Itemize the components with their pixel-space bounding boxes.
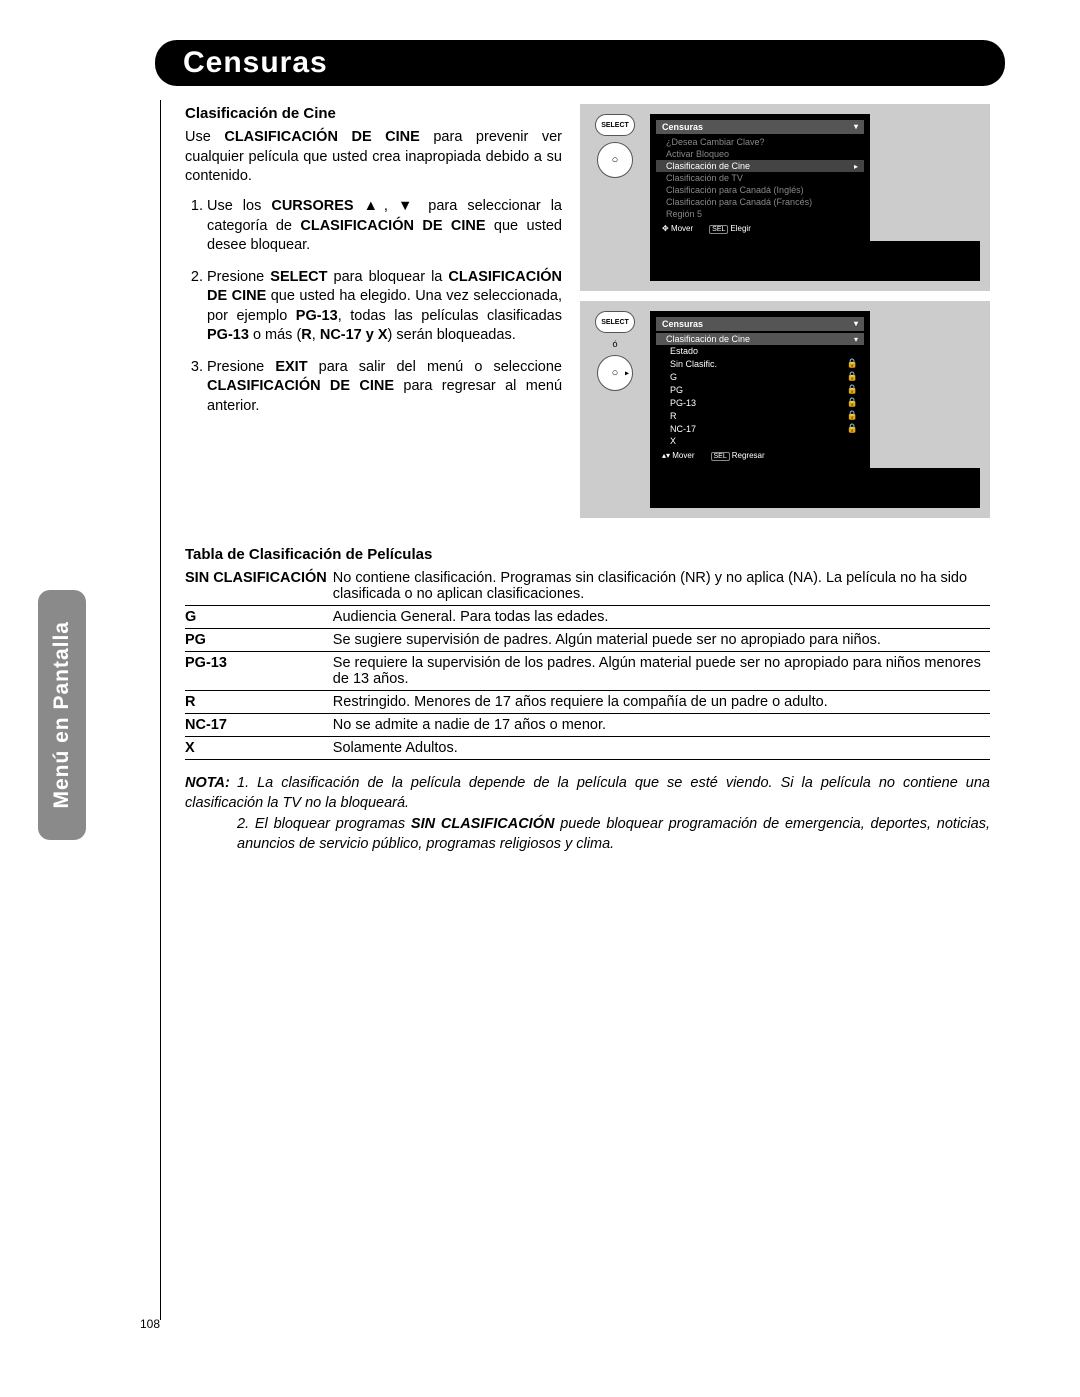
steps-list: Use los CURSORES ▲, ▼ para seleccionar l… <box>207 197 562 417</box>
osd-menu-2: Censuras▾ Clasificación de Cine▾ Estado … <box>650 311 870 468</box>
table-heading: Tabla de Clasificación de Películas <box>185 546 990 563</box>
intro-paragraph: Use CLASIFICACIÓN DE CINE para prevenir … <box>185 128 562 187</box>
step-1: Use los CURSORES ▲, ▼ para seleccionar l… <box>207 197 562 256</box>
page-content: Censuras Clasificación de Cine Use CLASI… <box>155 40 1005 856</box>
cursor-button-icon: ○ <box>597 142 633 178</box>
cursor-button-icon: ○▸ <box>597 355 633 391</box>
select-button-icon: SELECT <box>595 311 635 333</box>
section-heading: Clasificación de Cine <box>185 104 562 124</box>
select-button-icon: SELECT <box>595 114 635 136</box>
header-bar: Censuras <box>155 40 1005 86</box>
osd-menu-1: Censuras▾ ¿Desea Cambiar Clave? Activar … <box>650 114 870 241</box>
figure-osd-2: SELECT ó ○▸ Censuras▾ Clasificación de C… <box>580 301 990 518</box>
table-row: PGSe sugiere supervisión de padres. Algú… <box>185 629 990 652</box>
table-row: NC-17No se admite a nadie de 17 años o m… <box>185 714 990 737</box>
page-title: Censuras <box>183 46 977 80</box>
table-row: SIN CLASIFICACIÓNNo contiene clasificaci… <box>185 567 990 606</box>
or-label: ó <box>612 339 617 349</box>
step-2: Presione SELECT para bloquear la CLASIFI… <box>207 268 562 346</box>
side-tab: Menú en Pantalla <box>38 590 86 840</box>
body-text: Clasificación de Cine Use CLASIFICACIÓN … <box>185 104 562 528</box>
table-row: RRestringido. Menores de 17 años requier… <box>185 691 990 714</box>
ratings-table: SIN CLASIFICACIÓNNo contiene clasificaci… <box>185 567 990 760</box>
side-tab-label: Menú en Pantalla <box>50 621 74 809</box>
step-3: Presione EXIT para salir del menú o sele… <box>207 358 562 417</box>
notes-block: NOTA:1. La clasificación de la película … <box>185 774 990 854</box>
table-row: GAudiencia General. Para todas las edade… <box>185 606 990 629</box>
figure-osd-1: SELECT ○ Censuras▾ ¿Desea Cambiar Clave?… <box>580 104 990 291</box>
page-number: 108 <box>140 1317 160 1331</box>
table-row: XSolamente Adultos. <box>185 737 990 760</box>
table-row: PG-13Se requiere la supervisión de los p… <box>185 652 990 691</box>
